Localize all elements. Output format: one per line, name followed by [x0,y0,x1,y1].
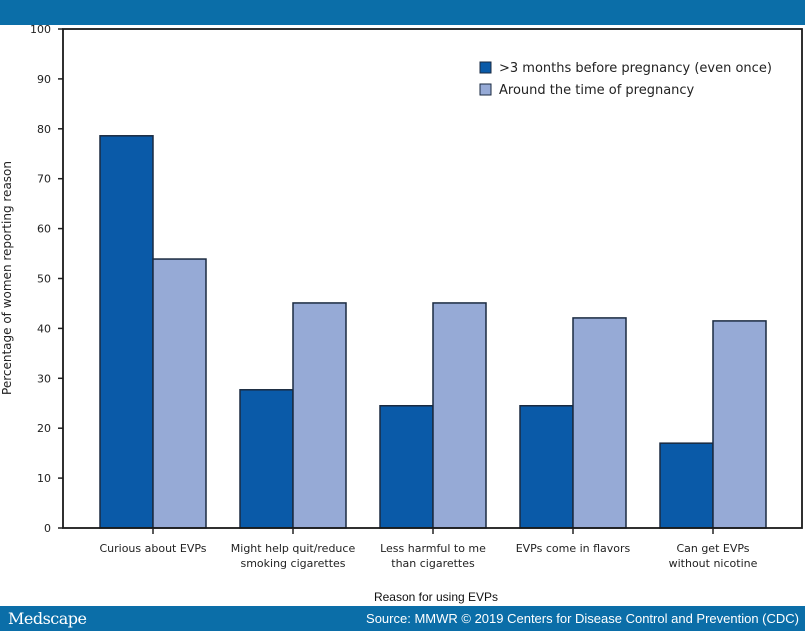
y-tick-label: 20 [37,422,51,435]
y-tick-label: 50 [37,273,51,286]
bar-before-pregnancy [239,389,294,529]
x-axis: Curious about EVPs Might help quit/reduce… [99,528,758,570]
x-category-label-line: than cigarettes [391,557,475,570]
medscape-logo: Medscape [8,609,87,628]
x-category-label: Less harmful to me than cigarettes [380,542,486,570]
y-tick-label: 30 [37,372,51,385]
bar-around-pregnancy [292,302,347,529]
y-tick-label: 40 [37,322,51,335]
x-category-label-line: EVPs come in flavors [516,542,631,555]
x-category-label: Might help quit/reduce smoking cigarettes [231,542,356,570]
y-tick-label: 60 [37,223,51,236]
bar-before-pregnancy [659,442,714,529]
legend-label-before-pregnancy: >3 months before pregnancy (even once) [499,61,772,76]
source-credit: Source: MMWR © 2019 Centers for Disease … [366,611,799,626]
y-tick-label: 90 [37,73,51,86]
y-tick-label: 10 [37,472,51,485]
y-tick-label: 70 [37,173,51,186]
bar-around-pregnancy [712,320,767,529]
bars [99,135,767,529]
x-category-label-line: without nicotine [669,557,758,570]
x-category-label-line: Curious about EVPs [99,542,206,555]
legend-swatch-before-pregnancy [479,61,492,74]
bar-before-pregnancy [519,404,574,529]
y-axis-title: Percentage of women reporting reason [0,161,14,395]
x-category-label-line: Less harmful to me [380,542,486,555]
y-tick-label: 0 [44,522,51,535]
x-category-label-line: smoking cigarettes [240,557,345,570]
bar-before-pregnancy [99,135,154,529]
x-category-label-line: Can get EVPs [676,542,749,555]
x-axis-title: Reason for using EVPs [374,590,498,604]
legend-label-around-pregnancy: Around the time of pregnancy [499,83,695,98]
bar-around-pregnancy [152,258,207,529]
header-bar [0,0,805,25]
y-tick-label: 100 [30,23,51,36]
x-category-label: Curious about EVPs [99,542,206,555]
x-category-label-line: Might help quit/reduce [231,542,356,555]
bar-around-pregnancy [572,317,627,529]
legend: >3 months before pregnancy (even once) A… [479,61,772,98]
y-axis: 0 10 20 30 40 50 60 70 80 90 100 [30,23,63,535]
legend-swatch-around-pregnancy [479,83,492,96]
bar-around-pregnancy [432,302,487,529]
x-category-label: Can get EVPs without nicotine [669,542,758,570]
x-category-label: EVPs come in flavors [516,542,631,555]
bar-before-pregnancy [379,404,434,529]
footer-bar: Medscape Source: MMWR © 2019 Centers for… [0,606,805,631]
y-tick-label: 80 [37,123,51,136]
